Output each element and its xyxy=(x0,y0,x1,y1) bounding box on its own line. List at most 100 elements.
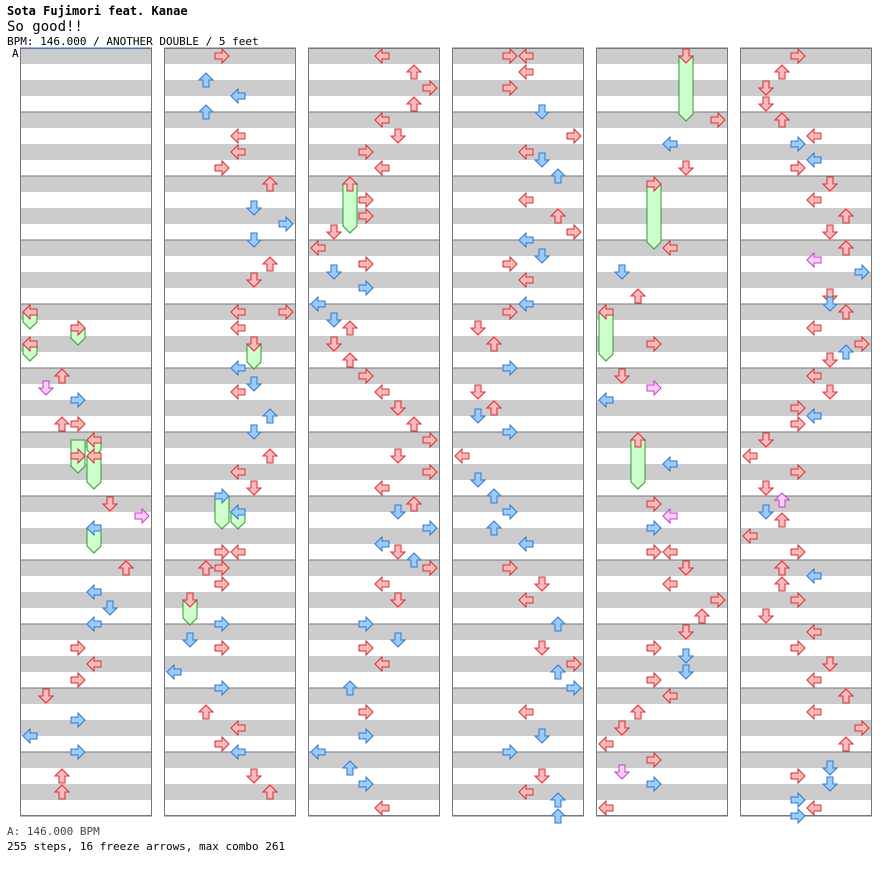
step-arrow xyxy=(710,111,726,129)
step-arrow xyxy=(854,335,870,353)
stats-footer: 255 steps, 16 freeze arrows, max combo 2… xyxy=(7,840,286,853)
step-arrow xyxy=(53,368,71,384)
step-arrow xyxy=(677,560,695,576)
step-arrow xyxy=(70,743,86,761)
step-arrow xyxy=(790,463,806,481)
step-arrow xyxy=(806,251,822,269)
step-arrow xyxy=(566,127,582,145)
step-arrow xyxy=(518,783,534,801)
step-arrow xyxy=(374,111,390,129)
step-arrow xyxy=(230,719,246,737)
step-arrow xyxy=(757,480,775,496)
step-arrow xyxy=(358,279,374,297)
step-arrow xyxy=(261,784,279,800)
step-arrow xyxy=(358,639,374,657)
step-arrow xyxy=(646,519,662,537)
step-arrow xyxy=(806,127,822,145)
step-arrow xyxy=(790,47,806,65)
step-arrow xyxy=(566,655,582,673)
step-arrow xyxy=(374,47,390,65)
step-arrow xyxy=(389,504,407,520)
step-arrow xyxy=(469,384,487,400)
step-arrow xyxy=(790,543,806,561)
step-arrow xyxy=(646,775,662,793)
step-arrow xyxy=(341,320,359,336)
step-arrow xyxy=(358,775,374,793)
step-arrow xyxy=(502,255,518,273)
step-arrow xyxy=(518,271,534,289)
step-arrow xyxy=(70,415,86,433)
step-arrow xyxy=(502,47,518,65)
step-arrow xyxy=(405,416,423,432)
step-arrow xyxy=(821,224,839,240)
step-arrow xyxy=(310,743,326,761)
step-arrow xyxy=(837,304,855,320)
step-arrow xyxy=(806,567,822,585)
step-arrow xyxy=(646,175,662,193)
step-arrow xyxy=(742,527,758,545)
step-arrow xyxy=(245,336,263,352)
step-arrow xyxy=(70,711,86,729)
step-arrow xyxy=(821,352,839,368)
step-arrow xyxy=(422,519,438,537)
chart-column xyxy=(164,47,296,817)
step-arrow xyxy=(405,496,423,512)
step-arrow xyxy=(86,519,102,537)
bpm-marker: A xyxy=(12,47,19,60)
step-arrow xyxy=(341,352,359,368)
step-arrow xyxy=(230,503,246,521)
step-arrow xyxy=(134,507,150,525)
step-arrow xyxy=(230,127,246,145)
step-arrow xyxy=(790,767,806,785)
step-arrow xyxy=(261,408,279,424)
step-arrow xyxy=(454,447,470,465)
step-arrow xyxy=(821,656,839,672)
step-arrow xyxy=(646,639,662,657)
step-arrow xyxy=(37,688,55,704)
step-arrow xyxy=(549,792,567,808)
step-arrow xyxy=(518,535,534,553)
step-arrow xyxy=(613,368,631,384)
freeze-arrow xyxy=(646,183,662,250)
step-arrow xyxy=(358,703,374,721)
step-arrow xyxy=(662,135,678,153)
step-arrow xyxy=(53,416,71,432)
step-arrow xyxy=(214,487,230,505)
step-arrow xyxy=(374,159,390,177)
step-arrow xyxy=(646,495,662,513)
step-arrow xyxy=(502,743,518,761)
step-arrow xyxy=(518,63,534,81)
bpm-footer: A: 146.000 BPM xyxy=(7,825,100,838)
step-arrow xyxy=(70,671,86,689)
step-arrow xyxy=(261,448,279,464)
step-arrow xyxy=(325,312,343,328)
step-arrow xyxy=(710,591,726,609)
step-arrow xyxy=(245,200,263,216)
step-arrow xyxy=(806,151,822,169)
step-arrow xyxy=(214,679,230,697)
freeze-arrow xyxy=(678,55,694,122)
chart-column xyxy=(740,47,872,817)
step-arrow xyxy=(790,591,806,609)
step-arrow xyxy=(86,583,102,601)
step-arrow xyxy=(422,79,438,97)
step-arrow xyxy=(358,143,374,161)
step-arrow xyxy=(662,687,678,705)
step-arrow xyxy=(389,544,407,560)
step-arrow xyxy=(197,560,215,576)
step-arrow xyxy=(646,751,662,769)
step-arrow xyxy=(502,559,518,577)
step-arrow xyxy=(646,671,662,689)
step-arrow xyxy=(86,447,102,465)
step-arrow xyxy=(677,664,695,680)
step-arrow xyxy=(533,640,551,656)
step-arrow xyxy=(358,191,374,209)
step-arrow xyxy=(549,808,567,824)
step-arrow xyxy=(341,176,359,192)
step-arrow xyxy=(245,376,263,392)
step-arrow xyxy=(70,447,86,465)
step-arrow xyxy=(70,319,86,337)
step-arrow xyxy=(518,703,534,721)
step-arrow xyxy=(325,264,343,280)
step-arrow xyxy=(821,296,839,312)
